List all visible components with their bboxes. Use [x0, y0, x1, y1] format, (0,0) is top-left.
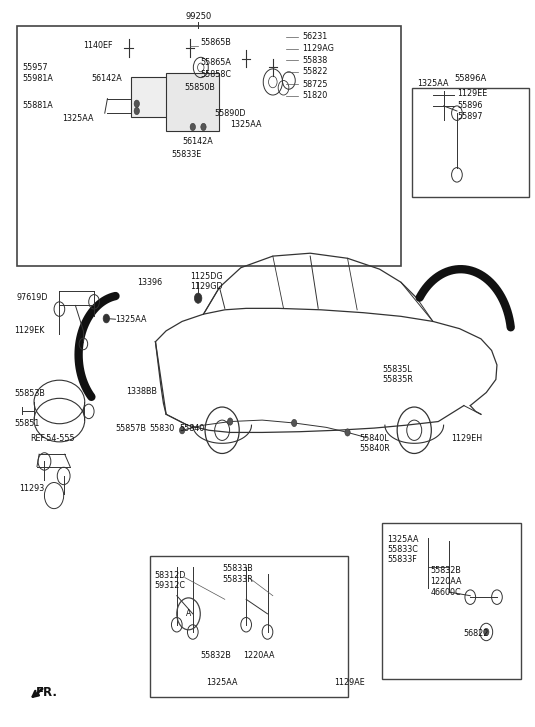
Text: 1125DG: 1125DG — [190, 272, 223, 281]
Text: 55840L: 55840L — [360, 434, 389, 443]
Text: 55890D: 55890D — [214, 108, 246, 118]
Circle shape — [134, 108, 140, 115]
Text: 1129AG: 1129AG — [302, 44, 334, 53]
Text: 55840R: 55840R — [360, 444, 390, 453]
Text: 1220AA: 1220AA — [430, 577, 462, 586]
Circle shape — [201, 124, 206, 131]
Text: 55850B: 55850B — [185, 84, 216, 92]
Text: 1129EK: 1129EK — [14, 326, 44, 334]
Text: 1338BB: 1338BB — [126, 387, 157, 396]
Text: 1325AA: 1325AA — [387, 534, 419, 544]
Circle shape — [227, 418, 233, 425]
Text: 1129AE: 1129AE — [334, 678, 365, 687]
Text: 59312C: 59312C — [155, 581, 185, 590]
Text: 55865A: 55865A — [201, 58, 232, 67]
Text: 1325AA: 1325AA — [206, 678, 238, 687]
Circle shape — [345, 429, 350, 436]
Text: 55835L: 55835L — [382, 365, 412, 374]
Text: 51820: 51820 — [302, 92, 327, 100]
Text: 55835R: 55835R — [382, 375, 413, 384]
Text: 55851: 55851 — [14, 419, 40, 427]
Text: FR.: FR. — [35, 686, 57, 699]
Text: 99250: 99250 — [185, 12, 211, 21]
Text: 13396: 13396 — [137, 278, 162, 286]
Text: 1220AA: 1220AA — [243, 651, 275, 660]
Text: 1140EF: 1140EF — [83, 41, 113, 50]
Bar — [411, 88, 529, 196]
Bar — [382, 523, 521, 679]
Bar — [166, 73, 219, 132]
Text: 55833C: 55833C — [387, 545, 418, 554]
Text: 55822: 55822 — [302, 68, 327, 76]
Text: 1325AA: 1325AA — [417, 79, 448, 88]
Text: 97619D: 97619D — [17, 293, 48, 302]
Text: 56142A: 56142A — [182, 137, 213, 146]
Circle shape — [179, 427, 185, 434]
Text: 1129EH: 1129EH — [452, 434, 483, 443]
Text: 1325AA: 1325AA — [62, 113, 94, 123]
Circle shape — [484, 628, 489, 635]
Text: 55838: 55838 — [302, 56, 327, 65]
Text: 55896A: 55896A — [454, 74, 486, 83]
Text: 55981A: 55981A — [22, 74, 53, 83]
Text: 56822: 56822 — [464, 629, 489, 638]
Text: 1325AA: 1325AA — [230, 120, 262, 129]
Bar — [132, 77, 195, 117]
Text: 55830: 55830 — [149, 425, 174, 433]
Text: 55832B: 55832B — [201, 651, 232, 660]
Circle shape — [292, 419, 297, 427]
Bar — [17, 26, 401, 265]
Text: 58725: 58725 — [302, 80, 327, 89]
Text: 56142A: 56142A — [91, 74, 122, 83]
Text: 55833F: 55833F — [387, 555, 417, 564]
Text: 55832B: 55832B — [430, 566, 461, 575]
Text: 55881A: 55881A — [22, 101, 53, 111]
Text: A: A — [186, 609, 191, 619]
Text: 1325AA: 1325AA — [116, 315, 147, 324]
Text: 11293: 11293 — [19, 483, 44, 493]
Circle shape — [194, 293, 202, 303]
Text: 55853B: 55853B — [14, 390, 45, 398]
Text: 55858C: 55858C — [201, 71, 232, 79]
Bar — [150, 555, 348, 697]
Text: 55833B: 55833B — [222, 563, 253, 573]
Text: 55896: 55896 — [457, 100, 483, 110]
Text: 55857B: 55857B — [116, 425, 147, 433]
Text: 55833R: 55833R — [222, 574, 253, 584]
Text: 55865B: 55865B — [201, 38, 232, 47]
Text: 55833E: 55833E — [171, 150, 202, 159]
Circle shape — [134, 100, 140, 108]
Text: 55897: 55897 — [457, 112, 483, 121]
Text: 55840: 55840 — [179, 425, 205, 433]
Text: 46600C: 46600C — [430, 587, 461, 597]
Text: 56231: 56231 — [302, 33, 327, 41]
Text: 58312D: 58312D — [155, 571, 186, 580]
Circle shape — [190, 124, 195, 131]
Text: REF.54-555: REF.54-555 — [30, 435, 75, 443]
Text: 1129GD: 1129GD — [190, 282, 223, 291]
Text: 1129EE: 1129EE — [457, 89, 487, 98]
Text: 55957: 55957 — [22, 63, 48, 72]
Circle shape — [103, 314, 110, 323]
